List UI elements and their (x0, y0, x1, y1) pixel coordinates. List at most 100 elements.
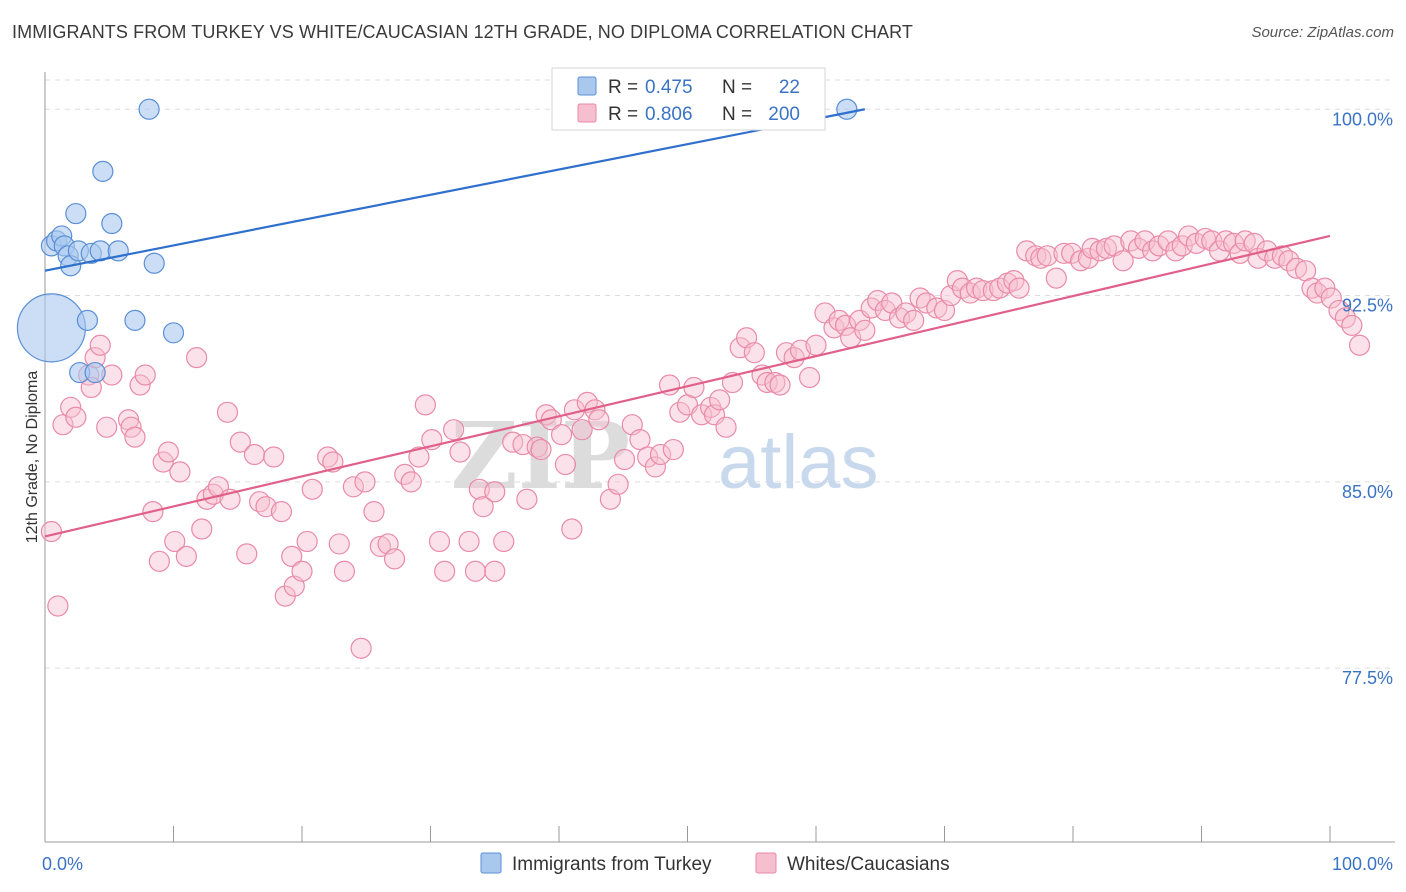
data-point-whites (649, 443, 672, 466)
data-point-whites (709, 389, 731, 411)
bottom-legend-swatch-pink[interactable] (755, 852, 777, 874)
data-point-whites (472, 496, 494, 518)
data-point-whites (903, 309, 925, 331)
data-point-whites (895, 302, 917, 324)
legend-n-label-1: N = (722, 77, 752, 98)
axes (44, 72, 1395, 843)
data-point-whites (458, 530, 480, 553)
data-point-turkey (836, 98, 858, 120)
data-point-whites (400, 471, 422, 493)
data-point-whites (263, 446, 285, 468)
legend-r-value-1: 0.475 (645, 77, 693, 98)
data-point-whites (342, 476, 364, 498)
data-point-whites (1285, 257, 1308, 279)
correlation-legend: R = 0.475 N = 22 R = 0.806 N = 200 (551, 67, 826, 131)
data-point-whites (1061, 242, 1083, 264)
trend-lines (44, 108, 1331, 538)
data-point-turkey (84, 361, 106, 384)
trend-line-turkey (44, 108, 866, 272)
data-point-whites (301, 478, 323, 500)
watermark-atlas: atlas (718, 420, 879, 505)
data-point-turkey (92, 160, 114, 182)
data-point-whites (571, 419, 593, 441)
data-point-whites (449, 441, 471, 463)
data-point-whites (629, 429, 651, 451)
data-point-whites (805, 334, 827, 356)
data-point-whites (526, 436, 548, 458)
data-point-whites (443, 419, 465, 441)
data-point-whites (164, 530, 186, 553)
data-point-whites (607, 473, 629, 495)
legend-n-label-2: N = (722, 104, 752, 125)
data-point-whites (229, 431, 251, 453)
data-point-whites (408, 446, 430, 468)
data-point-whites (915, 292, 938, 314)
data-point-whites (484, 560, 506, 582)
data-point-whites (129, 374, 151, 396)
data-point-whites (926, 297, 948, 319)
data-point-whites (644, 456, 666, 478)
axis-labels: 77.5% 85.0% 92.5% 100.0% 0.0% 100.0% 12th Grad… (24, 109, 1393, 874)
data-point-whites (152, 451, 174, 473)
data-point-whites (669, 401, 691, 423)
data-point-whites (60, 396, 82, 418)
data-point-whites (291, 560, 313, 582)
data-point-whites (65, 406, 87, 428)
data-point-turkey (101, 212, 123, 235)
legend-n-value-2: 200 (768, 104, 800, 125)
trend-line-whites (44, 234, 1331, 538)
bottom-legend-label-whites[interactable]: Whites/Caucasians (787, 854, 950, 875)
data-point-whites (40, 520, 63, 543)
data-point-turkey (65, 202, 87, 225)
data-point-whites (464, 560, 487, 582)
data-point-whites (175, 545, 197, 567)
data-point-whites (550, 424, 573, 446)
data-point-whites (350, 637, 372, 659)
y-tick-label: 100.0% (1332, 109, 1393, 129)
bottom-legend-label-turkey[interactable]: Immigrants from Turkey (512, 854, 712, 875)
data-point-whites (854, 319, 876, 341)
data-point-whites (561, 518, 583, 540)
data-point-whites (157, 441, 179, 463)
data-point-whites (798, 366, 821, 389)
series-immigrants-from-turkey (16, 98, 858, 384)
data-point-whites (434, 560, 456, 582)
data-point-whites (530, 438, 552, 461)
legend-box (551, 67, 826, 131)
data-point-whites (414, 394, 436, 416)
x-tick-label: 0.0% (42, 854, 83, 874)
data-point-whites (96, 416, 118, 438)
data-point-turkey (76, 309, 99, 331)
y-tick-label: 77.5% (1342, 668, 1393, 688)
source-label: Source: ZipAtlas.com (1251, 24, 1394, 41)
data-point-whites (89, 334, 111, 356)
legend-n-value-1: 22 (779, 77, 800, 98)
data-point-whites (1341, 314, 1363, 336)
data-point-turkey (143, 252, 165, 274)
data-point-whites (1215, 230, 1237, 252)
data-point-whites (1234, 230, 1256, 252)
data-point-whites (47, 595, 69, 617)
data-point-whites (243, 443, 266, 466)
data-point-whites (148, 550, 170, 572)
bottom-legend-swatch-blue[interactable] (480, 852, 502, 874)
data-point-whites (363, 501, 385, 523)
data-point-whites (1112, 250, 1134, 272)
y-axis-title: 12th Grade, No Diploma (24, 371, 41, 544)
series-legend: Immigrants from Turkey Whites/Caucasians (480, 852, 950, 875)
data-point-whites (428, 530, 451, 553)
data-point-whites (756, 371, 778, 394)
gridlines (45, 79, 1395, 669)
data-point-whites (493, 530, 515, 553)
data-point-whites (281, 545, 303, 567)
data-point-whites (333, 560, 356, 582)
data-point-whites (124, 426, 146, 448)
data-point-turkey (124, 309, 146, 331)
data-point-whites (369, 535, 391, 558)
data-point-whites (1348, 334, 1371, 356)
legend-r-value-2: 0.806 (645, 104, 693, 125)
data-point-whites (134, 364, 156, 386)
series-whites-caucasians (40, 225, 1371, 659)
data-point-whites (468, 478, 490, 500)
